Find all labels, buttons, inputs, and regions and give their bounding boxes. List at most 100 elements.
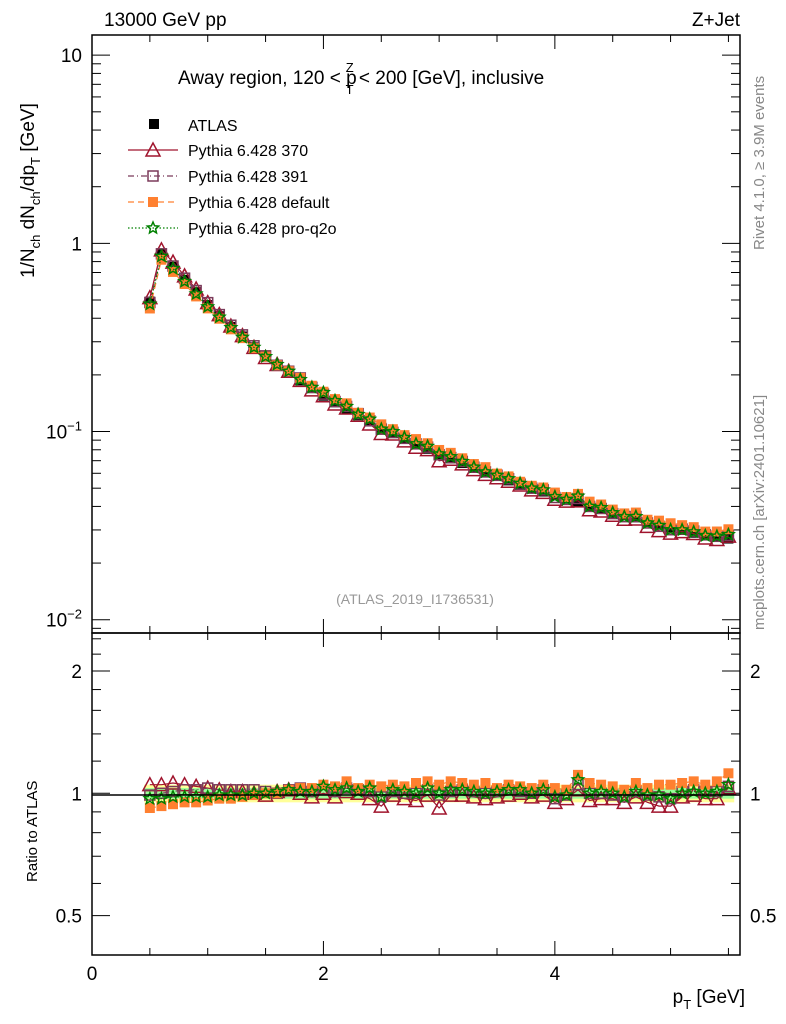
main-y-tick-label: 10−2 [46,607,82,632]
ratio-point-pythia-6-428-default [515,781,526,792]
ratio-point-pythia-6-428-pro-q2o [211,787,227,802]
point-pythia-6-428-default [341,398,352,409]
analysis-watermark: (ATLAS_2019_I1736531) [336,591,494,607]
main-y-tick-label: 10 [61,46,82,67]
point-pythia-6-428-pro-q2o [720,526,736,541]
ratio-point-pythia-6-428-370 [430,799,448,815]
point-pythia-6-428-default [526,480,537,491]
point-pythia-6-428-pro-q2o [165,260,181,275]
legend-marker-pythia-6-428-default [148,197,158,207]
point-pythia-6-428-pro-q2o [443,448,459,464]
point-pythia-6-428-pro-q2o [269,356,285,371]
process-label: Z+Jet [692,10,741,31]
point-pythia-6-428-pro-q2o [605,504,621,520]
point-pythia-6-428-default [225,324,236,335]
ratio-point-pythia-6-428-default [376,781,387,792]
point-pythia-6-428-default [538,482,549,493]
ratio-point-pythia-6-428-pro-q2o [258,785,274,800]
series-line-pythia-6-428-391 [149,252,729,537]
ratio-y-tick-label-left: 1 [71,784,82,805]
point-pythia-6-428-pro-q2o [593,499,609,515]
main-y-tick-label: 10−1 [46,419,82,444]
point-pythia-6-428-pro-q2o [466,459,482,474]
ratio-point-pythia-6-428-pro-q2o [396,783,412,799]
ratio-point-pythia-6-428-pro-q2o [454,781,470,797]
point-pythia-6-428-default [330,394,340,405]
ratio-point-pythia-6-428-default [283,784,294,795]
ratio-point-pythia-6-428-pro-q2o [246,785,262,800]
point-pythia-6-428-pro-q2o [582,498,598,513]
ratio-point-pythia-6-428-391 [549,792,561,805]
point-pythia-6-428-default [561,492,572,503]
ratio-point-pythia-6-428-default [665,779,676,790]
legend-label-atlas: ATLAS [188,118,238,135]
ratio-point-pythia-6-428-default [480,778,491,789]
point-pythia-6-428-pro-q2o [385,423,401,438]
legend-marker-atlas [149,119,159,129]
ratio-point-pythia-6-428-pro-q2o [362,780,378,795]
ratio-point-pythia-6-428-pro-q2o [234,787,250,802]
ratio-point-pythia-6-428-pro-q2o [408,785,424,800]
point-pythia-6-428-default [306,380,317,391]
ratio-panel-frame [91,632,741,956]
point-pythia-6-428-default [515,476,526,487]
point-pythia-6-428-default [202,303,213,314]
ratio-point-pythia-6-428-pro-q2o [327,781,343,797]
point-pythia-6-428-default [295,372,306,383]
point-pythia-6-428-default [144,303,155,314]
ratio-point-pythia-6-428-default [688,776,699,787]
ratio-point-pythia-6-428-391 [201,782,214,794]
data-point-atlas [445,453,456,464]
point-pythia-6-428-default [422,438,433,449]
point-pythia-6-428-default [260,351,271,362]
point-pythia-6-428-pro-q2o [477,463,493,479]
data-point-atlas [688,527,699,538]
stat-uncertainty-band [144,788,735,799]
ratio-point-pythia-6-428-pro-q2o [674,785,690,800]
point-pythia-6-428-pro-q2o [431,446,447,461]
rivet-version-label: Rivet 4.1.0, ≥ 3.9M events [751,76,768,250]
point-pythia-6-428-pro-q2o [524,480,540,495]
ratio-point-pythia-6-428-default [144,803,155,814]
point-pythia-6-428-default [596,499,607,510]
ratio-point-pythia-6-428-pro-q2o [720,776,736,792]
point-pythia-6-428-pro-q2o [709,528,725,543]
point-pythia-6-428-pro-q2o [281,363,297,378]
point-pythia-6-428-default [445,447,456,458]
data-point-atlas [711,532,722,543]
ratio-point-pythia-6-428-391 [722,780,735,793]
ratio-point-pythia-6-428-default [711,776,722,787]
ratio-point-pythia-6-428-370 [199,779,216,795]
ratio-point-pythia-6-428-pro-q2o [535,781,551,797]
ratio-point-pythia-6-428-default [191,797,202,808]
ratio-point-pythia-6-428-default [584,778,595,789]
point-pythia-6-428-default [503,471,514,482]
ratio-y-tick-label-left: 2 [71,662,82,683]
point-pythia-6-428-pro-q2o [616,508,632,524]
plot-title: Away region, 120 < pZ T < 200 [GeV], incl… [178,60,544,97]
ratio-point-pythia-6-428-pro-q2o [269,783,285,799]
ratio-point-pythia-6-428-pro-q2o [605,785,621,800]
ratio-y-tick-label-right: 1 [750,784,761,805]
ratio-point-pythia-6-428-pro-q2o [315,778,331,793]
point-pythia-6-428-pro-q2o [408,435,424,451]
ratio-y-tick-label-left: 0.5 [56,907,82,928]
point-pythia-6-428-default [607,504,618,515]
ratio-point-pythia-6-428-pro-q2o [281,781,297,797]
point-pythia-6-428-pro-q2o [535,481,551,497]
ratio-y-tick-label-right: 0.5 [750,907,776,928]
point-pythia-6-428-default [318,386,329,397]
legend-label-pythia-6-428-370: Pythia 6.428 370 [188,143,308,160]
point-pythia-6-428-pro-q2o [547,488,563,504]
ratio-point-pythia-6-428-pro-q2o [466,783,482,799]
ratio-y-tick-label-right: 2 [750,662,761,683]
ratio-point-pythia-6-428-pro-q2o [697,785,713,800]
ratio-point-pythia-6-428-370 [407,791,425,808]
point-pythia-6-428-default [353,407,364,418]
point-pythia-6-428-default [619,508,630,519]
ratio-point-pythia-6-428-pro-q2o [443,781,459,797]
legend: ATLAS Pythia 6.428 370 Pythia 6.428 391 Pyt… [128,118,337,238]
point-pythia-6-428-370 [685,524,702,541]
ratio-point-pythia-6-428-default [330,781,340,792]
ratio-point-pythia-6-428-pro-q2o [524,785,540,800]
